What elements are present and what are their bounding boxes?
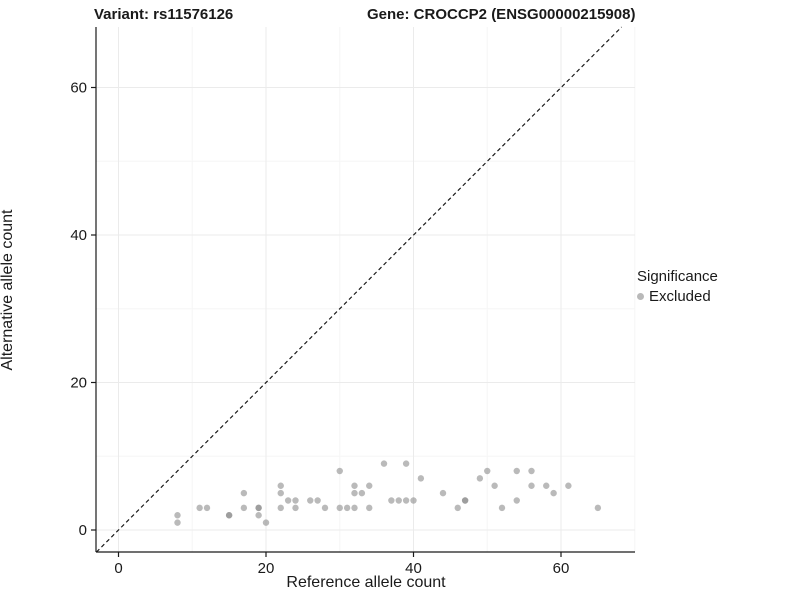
data-point	[292, 504, 299, 512]
legend-point-icon	[637, 293, 644, 300]
data-point	[565, 482, 572, 489]
data-point	[513, 497, 520, 504]
data-point	[395, 497, 402, 504]
y-tick-label: 40	[70, 227, 87, 244]
data-point	[491, 482, 498, 489]
data-point	[461, 497, 469, 504]
plot-title-gene: Gene: CROCCP2 (ENSG00000215908)	[367, 6, 636, 23]
data-point	[336, 504, 343, 512]
data-point	[351, 489, 358, 497]
plot-title-variant: Variant: rs11576126	[94, 6, 234, 23]
data-point	[321, 504, 329, 512]
data-point	[454, 504, 461, 512]
legend: Significance Excluded	[637, 268, 718, 305]
data-point	[343, 504, 351, 512]
data-point	[240, 489, 248, 497]
data-point	[277, 504, 284, 512]
data-point	[284, 497, 292, 504]
y-tick-label: 60	[70, 80, 87, 97]
data-point	[528, 482, 535, 489]
data-point	[314, 497, 321, 504]
data-point	[476, 475, 484, 482]
data-point	[307, 497, 314, 504]
data-point	[351, 504, 358, 512]
data-point	[550, 489, 557, 497]
y-axis-title: Alternative allele count	[0, 209, 16, 371]
data-point	[196, 504, 203, 512]
identity-reference-line	[96, 26, 623, 553]
data-point	[277, 489, 284, 497]
data-point	[366, 504, 373, 512]
y-tick-label: 20	[70, 375, 87, 392]
data-point	[484, 467, 491, 475]
x-tick-label: 40	[405, 560, 422, 577]
data-point	[351, 482, 358, 489]
data-point	[439, 489, 447, 497]
data-point	[402, 497, 410, 504]
data-point	[255, 512, 262, 519]
x-tick-label: 20	[258, 560, 275, 577]
legend-title: Significance	[637, 268, 718, 285]
data-point	[402, 460, 410, 467]
data-point	[358, 489, 366, 497]
data-point	[203, 504, 211, 512]
data-point	[277, 482, 284, 489]
data-point	[225, 512, 233, 519]
x-tick-label: 0	[114, 560, 122, 577]
data-point	[380, 460, 388, 467]
data-point	[336, 467, 343, 475]
legend-item-excluded: Excluded	[637, 288, 718, 305]
data-point	[528, 467, 535, 475]
data-point	[240, 504, 248, 512]
data-point	[513, 467, 520, 475]
y-tick-label: 0	[79, 522, 87, 539]
data-point	[417, 475, 425, 482]
data-point	[366, 482, 373, 489]
data-point	[543, 482, 550, 489]
data-point	[174, 512, 181, 519]
legend-item-label: Excluded	[649, 288, 711, 305]
data-point	[262, 519, 270, 526]
data-point	[594, 504, 602, 512]
x-axis-title: Reference allele count	[286, 574, 446, 591]
x-tick-label: 60	[553, 560, 570, 577]
data-point	[410, 497, 417, 504]
data-point	[292, 497, 299, 504]
data-point	[255, 504, 262, 512]
data-point	[388, 497, 395, 504]
data-point	[498, 504, 506, 512]
data-point	[174, 519, 181, 526]
